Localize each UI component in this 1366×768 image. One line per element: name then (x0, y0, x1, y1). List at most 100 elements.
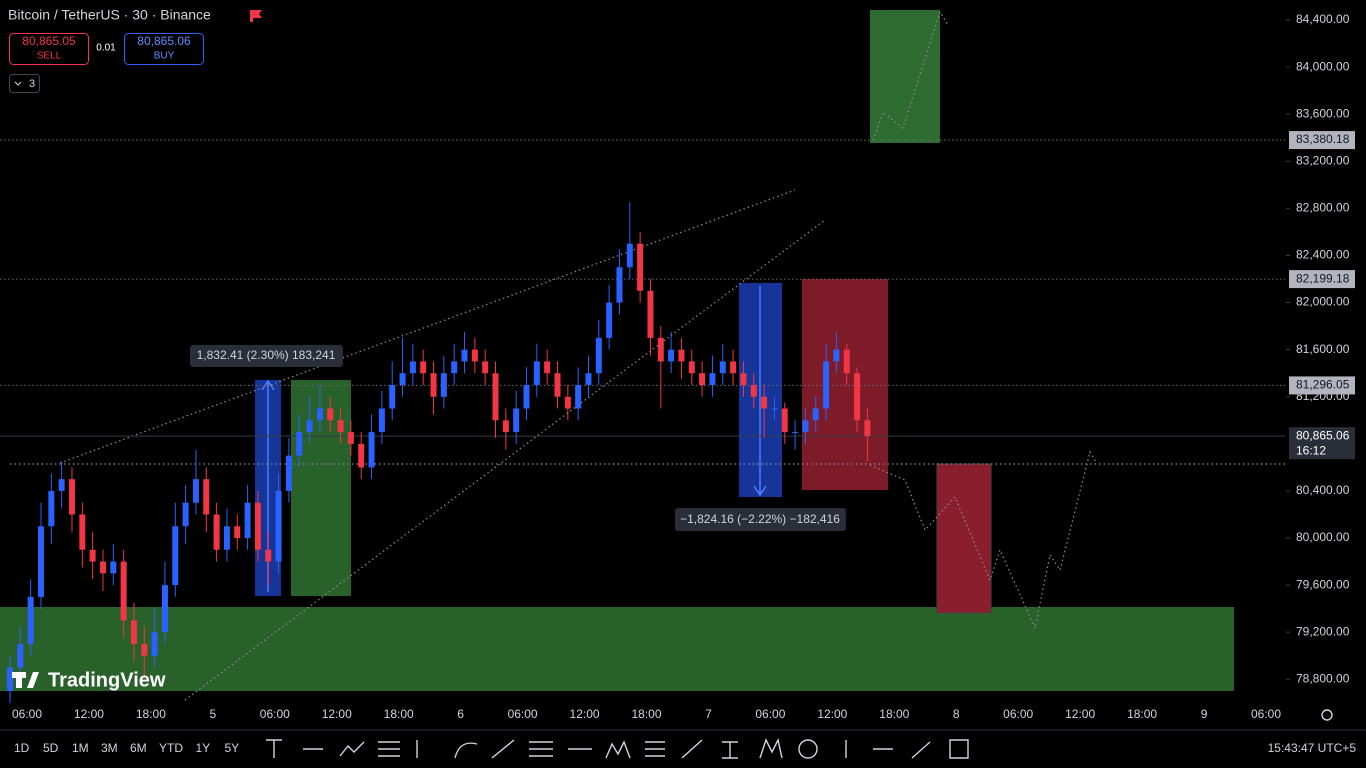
x-tick-label: 18:00 (136, 707, 166, 721)
price-line-label: 83,380.18 (1296, 132, 1350, 146)
candle-body (130, 620, 137, 644)
candle-body (502, 420, 509, 433)
trend-line (184, 219, 826, 701)
candle-body (99, 561, 106, 574)
y-tick-label: 80,000.00 (1296, 530, 1350, 544)
candle-body (120, 561, 127, 621)
toolbar: 15:43:47 UTC+5 1D 5D 1M 3M 6M YTD 1Y 5Y (14, 709, 1357, 759)
candle-body (296, 432, 303, 456)
candle-body (234, 526, 241, 539)
measure-label-bg (675, 508, 846, 531)
watermark: TradingView (48, 669, 166, 691)
candle-body (843, 349, 850, 374)
candle-body (585, 373, 592, 385)
y-tick-label: 83,600.00 (1296, 106, 1350, 120)
candle-body (79, 514, 86, 550)
candle-body (182, 502, 189, 527)
candle-body (430, 373, 437, 397)
candle-body (389, 384, 396, 409)
sell-button[interactable] (9, 33, 89, 65)
candle-body (440, 373, 447, 397)
interval-button[interactable]: 5D (43, 741, 59, 755)
x-tick-label: 18:00 (1127, 707, 1157, 721)
zone-box (802, 279, 888, 490)
measure-label: 1,832.41 (2.30%) 183,241 (197, 348, 336, 362)
countdown: 16:12 (1296, 443, 1326, 457)
candle-body (203, 479, 210, 515)
y-tick-label: 82,800.00 (1296, 201, 1350, 215)
candle-body (637, 243, 644, 291)
measure-arrow (753, 286, 767, 497)
candle-body (27, 596, 34, 644)
candle-body (606, 302, 613, 338)
candle-body (347, 432, 354, 444)
candle-body (461, 349, 468, 362)
price-line-label: 81,296.05 (1296, 378, 1350, 392)
candle-body (575, 384, 582, 409)
symbol-title: Bitcoin / TetherUS · 30 · Binance (8, 7, 211, 23)
candle-body (513, 408, 520, 433)
interval-button[interactable]: 6M (130, 741, 147, 755)
x-tick-label: 06:00 (260, 707, 290, 721)
x-tick-label: 06:00 (755, 707, 785, 721)
interval-button[interactable]: 1Y (196, 741, 211, 755)
price-label-bg (1289, 376, 1355, 395)
clock: 15:43:47 UTC+5 (1268, 741, 1357, 755)
x-tick-label: 06:00 (12, 707, 42, 721)
interval-button[interactable]: 5Y (225, 741, 240, 755)
candle-body (554, 373, 561, 397)
price-line-label: 82,199.18 (1296, 271, 1350, 285)
candle-body (172, 526, 179, 586)
header: Bitcoin / TetherUS · 30 · Binance 80,865… (8, 7, 262, 93)
x-tick-label: 8 (953, 707, 960, 721)
y-tick-label: 82,000.00 (1296, 295, 1350, 309)
candle-body (89, 549, 96, 562)
candle-body (358, 443, 365, 468)
buy-button[interactable] (124, 33, 204, 65)
last-price-label: 80,865.06 (1296, 428, 1350, 442)
candle-body (781, 408, 788, 433)
trend-line (59, 189, 796, 464)
candle-body (451, 361, 458, 374)
candle-body (316, 408, 323, 421)
candle-body (420, 361, 427, 374)
y-tick-label: 82,400.00 (1296, 248, 1350, 262)
candle-body (7, 667, 13, 692)
y-tick-label: 80,400.00 (1296, 483, 1350, 497)
x-tick-label: 06:00 (1251, 707, 1281, 721)
candle-body (482, 361, 489, 374)
candle-body (68, 479, 75, 515)
candle-body (616, 267, 623, 303)
zone-box (0, 607, 1234, 691)
indicators-toggle[interactable] (9, 74, 40, 93)
candle-body (730, 361, 737, 374)
zone-box (870, 10, 940, 143)
x-tick-label: 06:00 (1003, 707, 1033, 721)
x-tick-label: 06:00 (508, 707, 538, 721)
candle-body (213, 514, 220, 550)
zone-box (936, 463, 992, 614)
candle-body (275, 490, 282, 562)
candle-body (792, 432, 799, 434)
interval-button[interactable]: 3M (101, 741, 118, 755)
x-tick-label: 9 (1201, 707, 1208, 721)
candle-body (409, 361, 416, 374)
interval-button[interactable]: YTD (159, 741, 183, 755)
candle-body (285, 455, 292, 491)
interval-button[interactable]: 1M (72, 741, 89, 755)
candle-body (306, 420, 313, 433)
interval-button[interactable]: 1D (14, 741, 30, 755)
candle-body (802, 420, 809, 433)
candle-body (533, 361, 540, 385)
y-tick-label: 84,000.00 (1296, 59, 1350, 73)
candle-body (254, 502, 261, 550)
x-tick-label: 6 (457, 707, 464, 721)
settings-icon[interactable] (1321, 709, 1333, 721)
candle-body (719, 361, 726, 374)
candle-body (564, 396, 571, 409)
candle-body (37, 526, 44, 597)
candle-body (141, 643, 148, 656)
logo-icon (12, 672, 39, 688)
candle-body (823, 361, 830, 409)
